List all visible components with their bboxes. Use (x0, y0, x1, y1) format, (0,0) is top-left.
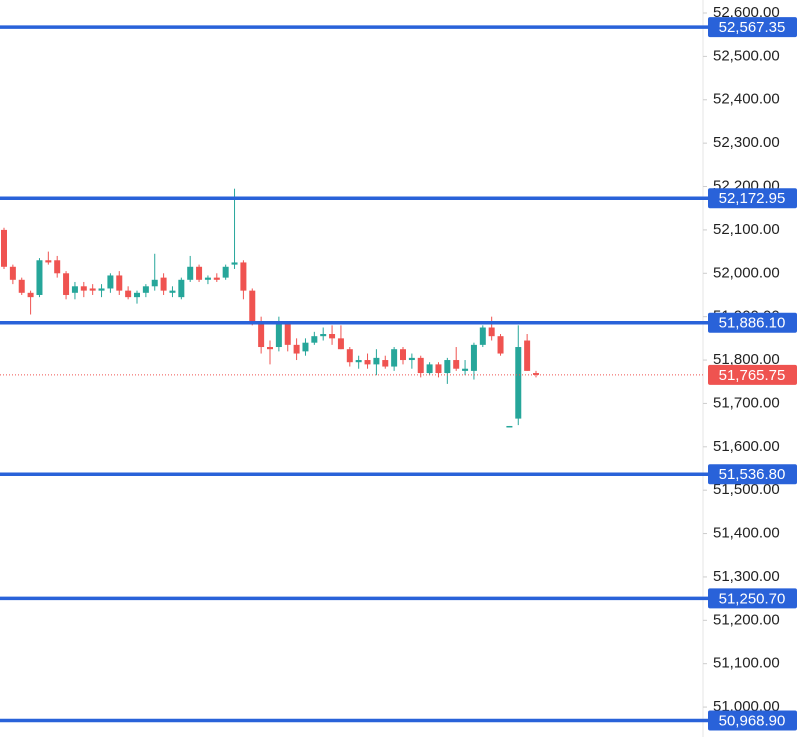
candle-body (302, 342, 309, 352)
candle-body (533, 373, 539, 375)
candle-body (373, 357, 380, 365)
candle-body (169, 290, 176, 293)
candle-body (151, 279, 158, 287)
y-tick-label: 51,200.00 (713, 611, 780, 628)
candle-body (258, 321, 265, 348)
y-tick-label: 52,100.00 (713, 221, 780, 238)
candle-body (222, 266, 229, 278)
candle-body (187, 266, 194, 280)
last-price-label: 51,765.75 (719, 367, 786, 384)
candle-body (275, 323, 282, 348)
candle-body (63, 273, 70, 295)
price-level-label: 50,968.90 (719, 713, 786, 730)
candle-body (45, 260, 52, 263)
candle-body (213, 277, 220, 280)
candle-body (9, 266, 16, 280)
candle-body (515, 347, 522, 419)
candle-body (506, 425, 513, 428)
y-tick-label: 52,600.00 (713, 4, 780, 21)
price-level-label: 52,567.35 (719, 19, 786, 36)
candle-body (27, 292, 34, 298)
candle-body (479, 327, 486, 345)
price-level-label: 52,172.95 (719, 190, 786, 207)
candle-body (346, 349, 353, 363)
candle-body (71, 286, 78, 293)
price-level-badge (708, 588, 797, 609)
y-tick-label: 52,400.00 (713, 91, 780, 108)
y-tick-label: 51,800.00 (713, 351, 780, 368)
candle-body (391, 349, 398, 367)
price-level-label: 51,250.70 (719, 590, 786, 607)
candle-body (116, 275, 123, 291)
candle-body (400, 349, 406, 361)
candle-body (134, 292, 140, 298)
candle-body (453, 360, 460, 369)
candle-body (54, 260, 61, 274)
candle-body (293, 344, 300, 354)
candle-body (426, 364, 433, 374)
candle-body (408, 357, 415, 361)
y-tick-label: 51,100.00 (713, 655, 780, 672)
candle-body (204, 277, 211, 280)
candle-body (267, 347, 273, 350)
y-tick-label: 51,300.00 (713, 568, 780, 585)
candle-body (249, 290, 256, 322)
candle-body (355, 360, 362, 363)
candle-body (142, 286, 149, 293)
candle-body (382, 360, 389, 367)
candle-body (337, 338, 344, 350)
candle-body (417, 357, 424, 374)
price-level-label: 51,886.10 (719, 315, 786, 332)
candle-body (284, 323, 291, 345)
price-level-badge (708, 464, 797, 485)
y-tick-label: 51,600.00 (713, 438, 780, 455)
candle-body (231, 262, 238, 265)
y-tick-label: 52,300.00 (713, 134, 780, 151)
candle-body (497, 336, 504, 354)
candle-body (107, 275, 114, 289)
candle-body (524, 340, 531, 371)
candle-body (311, 336, 318, 343)
last-price-badge (708, 364, 797, 385)
candle-body (98, 288, 105, 291)
candle-body (329, 334, 336, 339)
candle-body (435, 364, 442, 374)
candle-body (36, 260, 43, 295)
candle-body (320, 334, 327, 337)
y-tick-label: 52,000.00 (713, 264, 780, 281)
y-tick-label: 51,400.00 (713, 525, 780, 542)
candle-body (444, 360, 451, 374)
candle-body (240, 262, 247, 291)
price-level-badge (708, 312, 797, 333)
y-tick-label: 52,500.00 (713, 47, 780, 64)
candle-body (462, 368, 469, 371)
candle-body (160, 277, 167, 291)
price-level-badge (708, 710, 797, 731)
candle-body (178, 279, 185, 298)
candle-body (18, 279, 25, 293)
y-tick-label: 51,700.00 (713, 394, 780, 411)
candle-body (488, 327, 495, 337)
candle-body (80, 286, 87, 291)
candle-body (364, 360, 371, 365)
candle-body (125, 290, 132, 298)
price-level-label: 51,536.80 (719, 466, 786, 483)
candle-body (1, 229, 7, 267)
candle-body (470, 344, 477, 371)
price-level-badge (708, 17, 797, 38)
candle-body (196, 266, 203, 280)
y-tick-label: 51,500.00 (713, 481, 780, 498)
candle-body (89, 288, 96, 291)
price-level-badge (708, 188, 797, 209)
